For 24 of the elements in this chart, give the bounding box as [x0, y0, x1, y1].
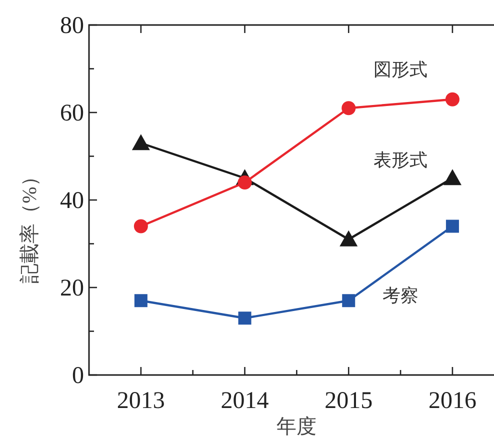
x-tick-label: 2014 — [220, 388, 269, 414]
point — [238, 312, 252, 325]
point — [132, 134, 150, 150]
point — [134, 294, 148, 308]
y-tick-label: 0 — [72, 363, 84, 389]
series-label: 考察 — [382, 285, 419, 306]
point — [443, 169, 462, 186]
point — [342, 294, 356, 308]
series-label: 表形式 — [374, 150, 428, 170]
x-tick-label: 2016 — [428, 388, 476, 414]
x-tick-label: 2015 — [324, 388, 373, 414]
series-label: 図形式 — [374, 59, 428, 80]
point — [342, 101, 356, 116]
point — [445, 92, 460, 106]
y-tick-label: 80 — [60, 13, 84, 39]
y-tick-label: 60 — [60, 100, 84, 126]
y-tick-label: 20 — [60, 276, 84, 302]
point — [446, 220, 459, 233]
x-tick-label: 2013 — [116, 388, 165, 414]
point — [134, 219, 148, 234]
y-tick-label: 40 — [60, 188, 84, 214]
y-axis-title: 記載率（%） — [19, 166, 41, 284]
x-axis-title: 年度 — [276, 416, 316, 438]
point — [340, 230, 358, 246]
